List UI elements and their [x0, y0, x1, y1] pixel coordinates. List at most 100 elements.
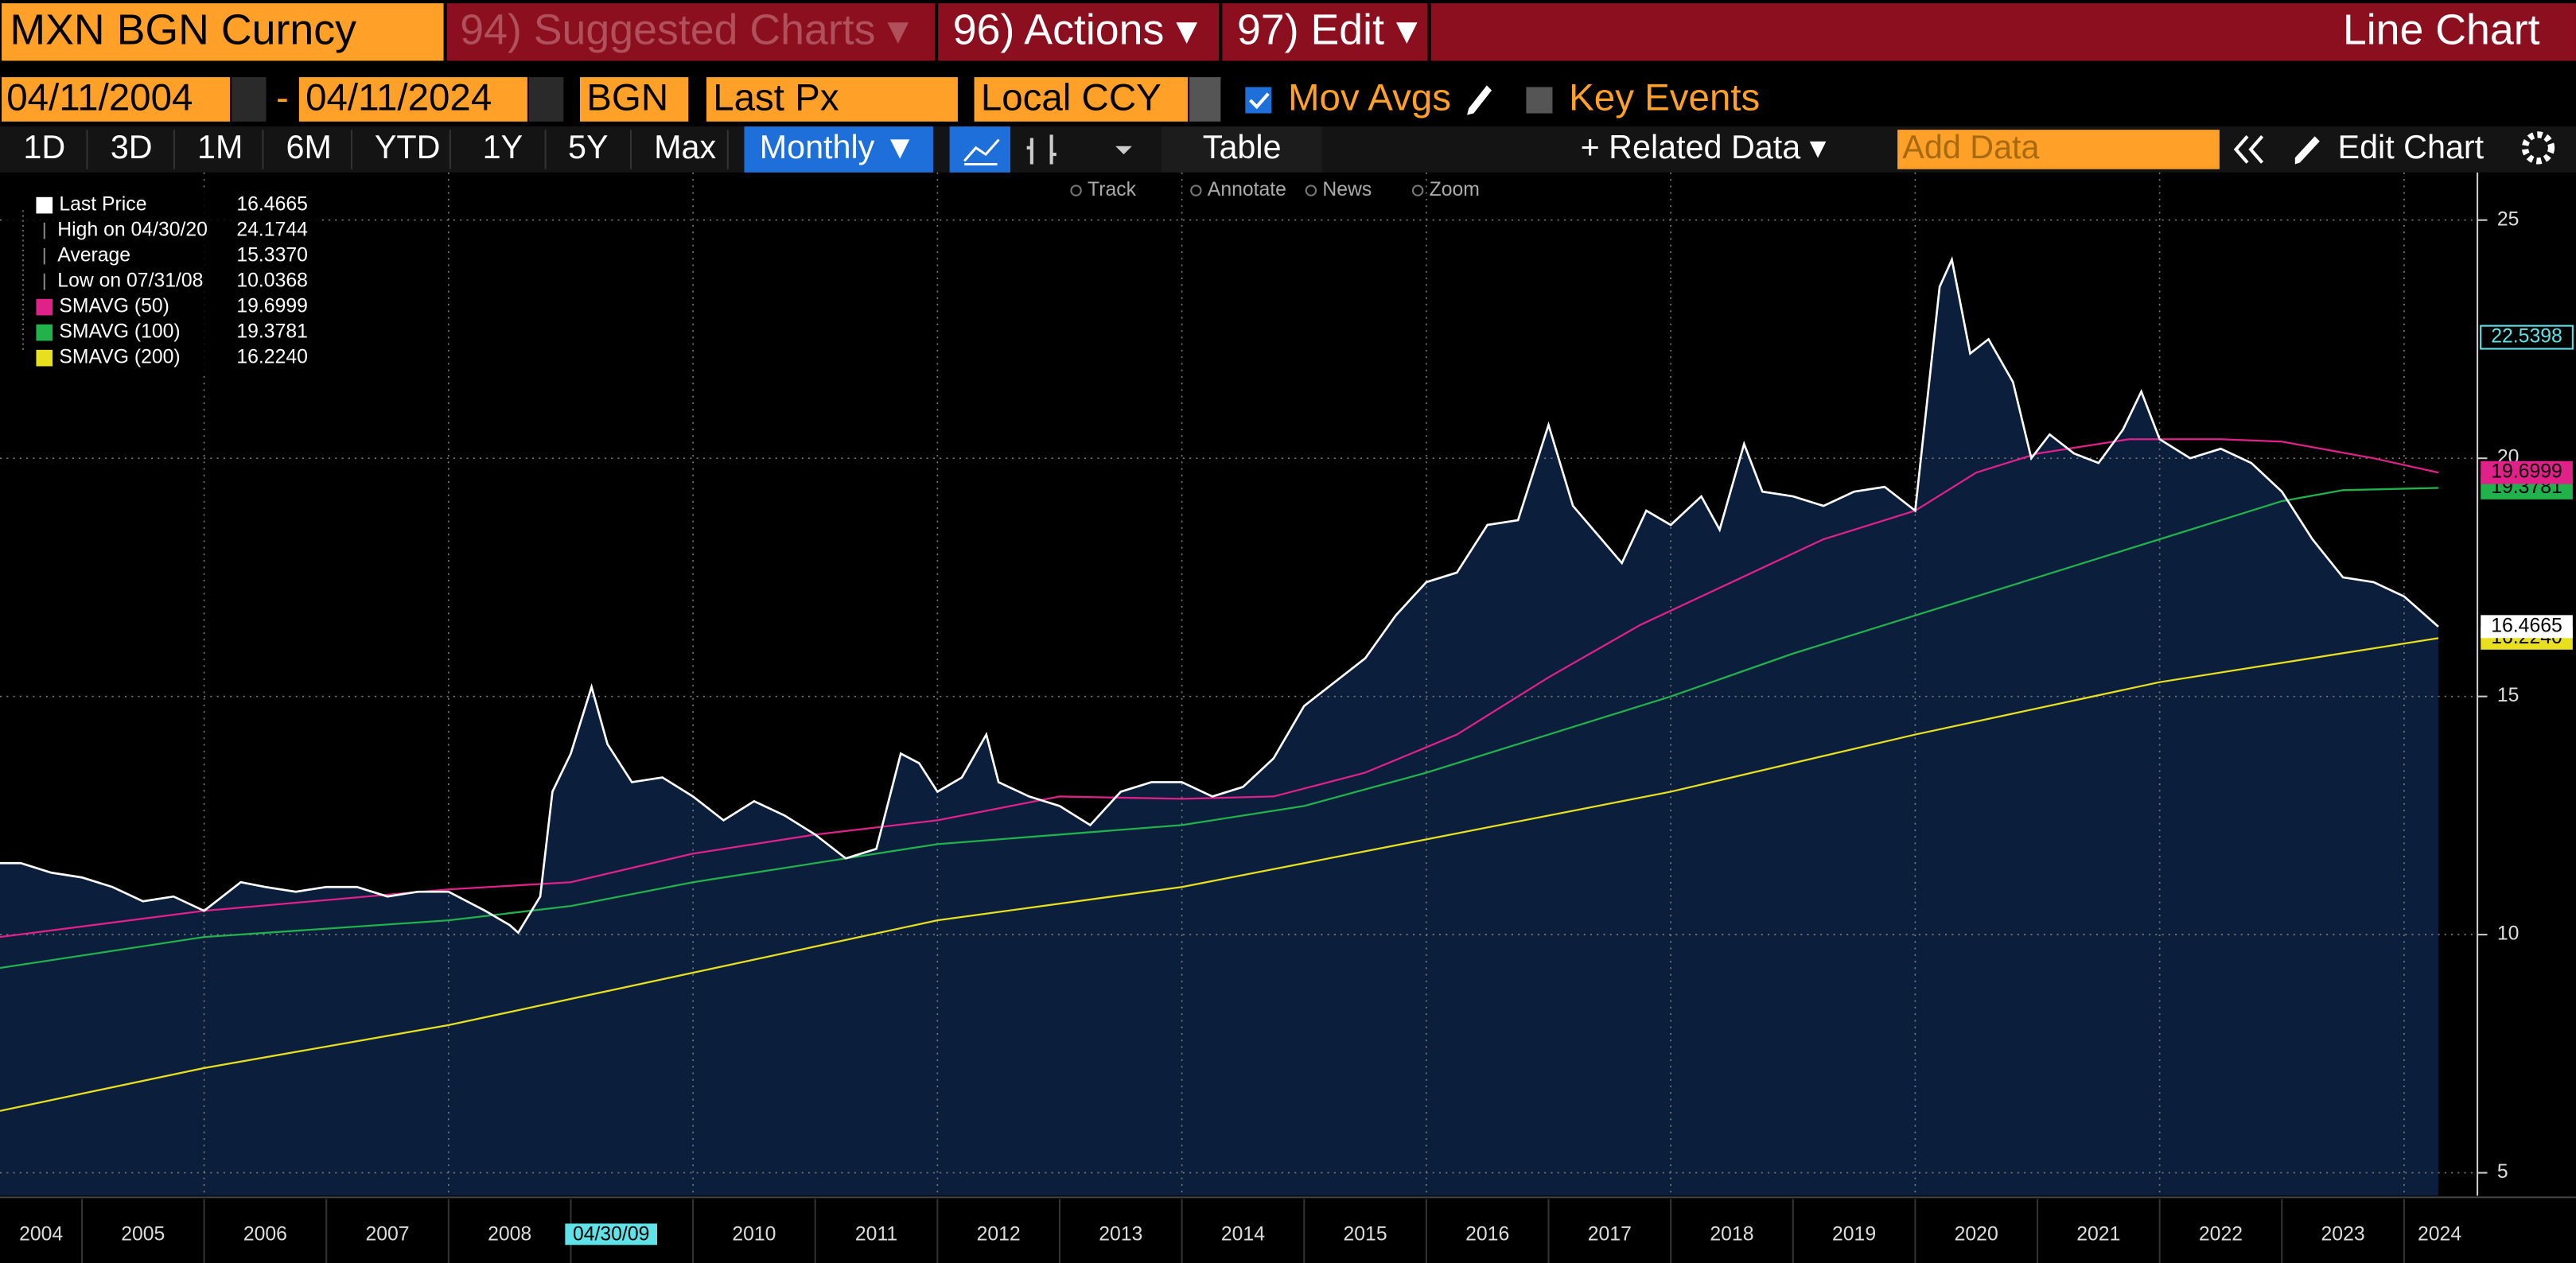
x-tick-label: 2015	[1344, 1223, 1387, 1245]
mov-avgs[interactable]: Mov Avgs	[1288, 77, 1451, 119]
related-data[interactable]: + Related Data ▾	[1581, 129, 1827, 165]
date-input[interactable]	[298, 77, 527, 122]
dropdown-arrow[interactable]	[1189, 77, 1221, 122]
x-tick-label: 2004	[19, 1223, 63, 1245]
value-flag-box	[2481, 615, 2573, 639]
range-button[interactable]: 6M	[286, 129, 332, 165]
menu[interactable]: 97) Edit ▾	[1237, 6, 1418, 53]
x-tick-label: 2013	[1099, 1223, 1142, 1245]
tool-icon	[1411, 185, 1424, 196]
add-data: Add Data	[1902, 129, 2039, 165]
edit-chart[interactable]: Edit Chart	[2338, 129, 2485, 165]
legend-value: 19.6999	[236, 296, 308, 317]
calendar-icon[interactable]	[232, 77, 267, 122]
range-button[interactable]: YTD	[375, 129, 441, 165]
checkbox-checked[interactable]	[1245, 87, 1272, 114]
x-tick-label: 2021	[2076, 1223, 2120, 1245]
field: Last Px	[713, 77, 839, 119]
x-tick-label: 2014	[1221, 1223, 1265, 1245]
series-line	[0, 438, 2439, 939]
period-button[interactable]	[744, 126, 933, 173]
legend-label: SMAVG (200)	[59, 347, 180, 368]
legend-swatch	[36, 324, 53, 341]
ticker-box[interactable]	[2, 3, 444, 61]
legend-value: 15.3370	[236, 245, 308, 266]
key-events[interactable]: Key Events	[1569, 77, 1760, 119]
value-flag-box	[2481, 461, 2573, 484]
end-date: 04/11/2024	[305, 77, 492, 119]
range-button[interactable]: 1Y	[483, 129, 523, 165]
gear-icon[interactable]	[2521, 131, 2555, 165]
legend-label: SMAVG (100)	[59, 321, 180, 343]
series-line	[0, 637, 2439, 1112]
calendar-icon[interactable]	[528, 77, 564, 122]
plot: 5101520252004200520062007200820092010201…	[0, 172, 2576, 1263]
checkbox[interactable]	[1526, 87, 1553, 114]
menu[interactable]: 96) Actions ▾	[953, 6, 1198, 53]
chart-type: Line Chart	[2343, 6, 2540, 53]
y-tick-label: 10	[2497, 923, 2520, 945]
x-tick-label: 2022	[2199, 1223, 2243, 1245]
range-button[interactable]: 1M	[197, 129, 243, 165]
ticker: MXN BGN Curncy	[10, 6, 356, 53]
period: Monthly ▼	[760, 129, 916, 165]
legend-value: 24.1744	[236, 220, 308, 241]
table: Table	[1203, 129, 1282, 165]
collapse-icon[interactable]	[2233, 135, 2264, 164]
x-tick-label: 2019	[1832, 1223, 1876, 1245]
range-button[interactable]: 5Y	[568, 129, 609, 165]
source-input[interactable]	[579, 77, 689, 122]
date-tag: 04/30/09	[573, 1223, 649, 1245]
bar-icon[interactable]	[1026, 134, 1056, 165]
field-input[interactable]	[706, 77, 958, 122]
range-buttons: 1D 3D 1M 6M YTD 1Y 5Y Max	[23, 129, 729, 169]
series-line	[0, 487, 2438, 970]
annotation-box	[2480, 324, 2574, 350]
legend-box	[6, 190, 319, 375]
annotation: 22.5398	[2491, 326, 2562, 348]
value-flag: 19.6999	[2491, 461, 2562, 483]
x-tick-label: 2010	[732, 1223, 776, 1245]
currency: Local CCY	[981, 77, 1162, 119]
dropdown-arrow[interactable]	[1115, 146, 1132, 155]
legend-value: 16.2240	[236, 347, 308, 368]
tool-button[interactable]: Track	[1088, 179, 1137, 200]
series-line	[0, 256, 2439, 935]
price-area	[0, 259, 2438, 1196]
x-tick-label: 2005	[121, 1223, 165, 1245]
check	[1249, 92, 1270, 110]
tool-button[interactable]: Zoom	[1430, 179, 1480, 200]
legend-label: Low on 07/31/08	[57, 270, 203, 292]
chart-tools: Track Annotate News Zoom	[1070, 179, 1480, 200]
range-button[interactable]: 1D	[23, 129, 65, 165]
start-date: 04/11/2004	[6, 77, 193, 119]
legend-label: Last Price	[59, 194, 146, 216]
legend-swatch	[36, 298, 53, 316]
value-flag: 16.4665	[2491, 615, 2562, 636]
legend-value: 10.0368	[236, 270, 308, 292]
legend-swatch	[36, 196, 53, 214]
x-tick-label: 2012	[977, 1223, 1021, 1245]
dash: -	[276, 77, 289, 119]
x-tick-label: 2008	[488, 1223, 531, 1245]
range-button[interactable]: Max	[654, 129, 716, 165]
x-tick-label: 2016	[1465, 1223, 1509, 1245]
tool-icon	[1070, 185, 1082, 196]
legend-value: 16.4665	[236, 194, 308, 216]
source: BGN	[586, 77, 668, 119]
table-button[interactable]	[1161, 126, 1323, 173]
tool-button[interactable]: News	[1322, 179, 1372, 200]
tool-button[interactable]: Annotate	[1208, 179, 1286, 200]
range-button[interactable]: 3D	[111, 129, 153, 165]
legend-label: SMAVG (50)	[59, 296, 169, 317]
currency-input[interactable]	[974, 77, 1189, 122]
y-tick-label: 15	[2497, 685, 2520, 706]
menu[interactable]: 94) Suggested Charts ▾	[460, 6, 909, 53]
date-input[interactable]	[2, 77, 231, 122]
pencil-icon[interactable]	[1467, 85, 1492, 115]
line-icon	[963, 138, 1000, 166]
x-tick-label: 2023	[2321, 1223, 2365, 1245]
add-data-input[interactable]	[1897, 130, 2220, 169]
